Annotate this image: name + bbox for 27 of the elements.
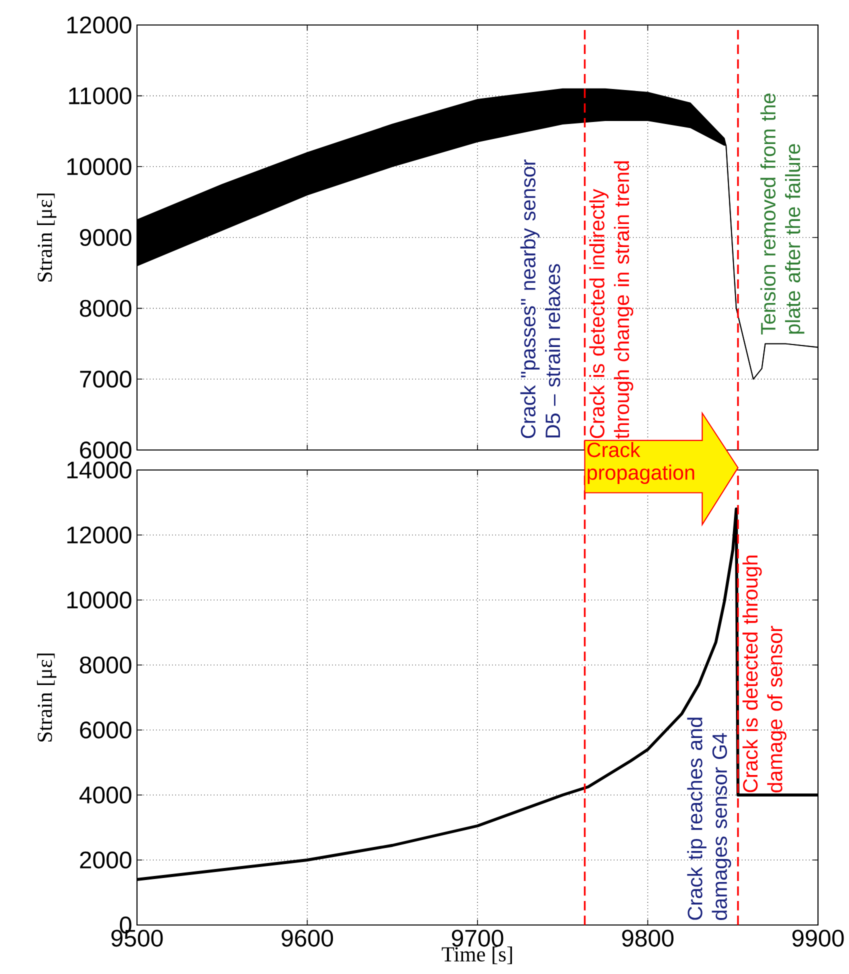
- y-tick-label: 10000: [67, 158, 132, 176]
- y-tick-label: 6000: [80, 441, 132, 458]
- annotation: Crack propagation: [587, 442, 694, 484]
- y-tick-label: 12000: [67, 526, 132, 544]
- x-tick-label: 9900: [792, 930, 844, 947]
- annotation: Crack tip reaches and damages sensor G4: [687, 718, 732, 920]
- y-tick-label: 12000: [67, 16, 132, 34]
- x-tick-label: 9800: [622, 930, 674, 947]
- y-tick-label: 9000: [80, 228, 132, 246]
- y-tick-label: 8000: [80, 656, 132, 674]
- annotation: Tension removed from the plate after the failure: [760, 94, 804, 335]
- ref-line-label: Crack is detected through damage of sensor: [742, 556, 786, 792]
- x-axis-title: Time [s]: [442, 946, 512, 964]
- y-tick-label: 7000: [80, 370, 132, 388]
- y-axis-title: Strain [με]: [36, 654, 56, 742]
- x-tick-label: 9700: [452, 930, 504, 947]
- x-tick-label: 9600: [282, 930, 333, 947]
- annotation: Crack "passes" nearby sensor D5 – strain relaxes: [520, 159, 560, 438]
- y-tick-label: 2000: [80, 851, 132, 868]
- ref-line-label: Crack is detected indirectly through change in strain trend: [589, 161, 634, 439]
- y-tick-label: 8000: [80, 300, 132, 317]
- y-axis-title: Strain [με]: [36, 194, 56, 282]
- y-tick-label: 11000: [69, 87, 132, 104]
- y-tick-label: 10000: [67, 591, 132, 608]
- y-tick-label: 4000: [79, 786, 132, 804]
- y-tick-label: 14000: [67, 461, 132, 478]
- y-tick-label: 6000: [80, 721, 132, 738]
